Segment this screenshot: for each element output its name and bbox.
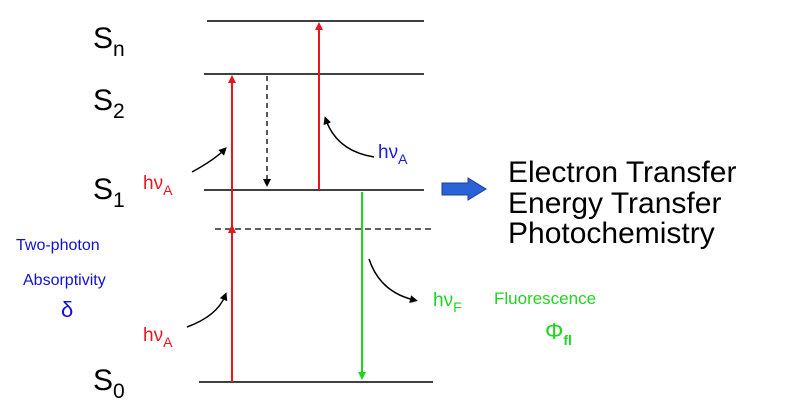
- photon-curve-arrow-esa: [323, 116, 375, 158]
- photon-label-fluorescence: hνF: [433, 290, 462, 315]
- level-label-s1: S1: [93, 173, 125, 212]
- fluorescence-label: Fluorescence: [494, 289, 596, 308]
- process-energy-transfer: Energy Transfer: [508, 187, 721, 220]
- fluorescence-yield-symbol: Φfl: [545, 318, 572, 348]
- photon-curve-arrow-lower: [186, 292, 228, 328]
- two-photon-label-line2: Absorptivity: [23, 272, 106, 289]
- two-photon-delta-symbol: δ: [61, 297, 73, 322]
- process-electron-transfer: Electron Transfer: [508, 156, 736, 189]
- photon-curve-arrow-fluorescence: [368, 258, 418, 303]
- photon-label-upper: hνA: [143, 173, 173, 198]
- two-photon-label-line1: Two-photon: [16, 237, 100, 254]
- virtual-level-arrowhead: [228, 224, 236, 233]
- level-label-sn: Sn: [93, 22, 125, 61]
- photon-label-lower: hνA: [143, 325, 173, 350]
- process-photochemistry: Photochemistry: [508, 217, 715, 250]
- level-label-s2: S2: [93, 84, 125, 123]
- photon-curve-arrow-upper: [191, 147, 227, 173]
- block-arrow-right-icon: [441, 177, 487, 201]
- level-label-s0: S0: [93, 364, 125, 403]
- photon-label-esa: hνA: [378, 142, 408, 167]
